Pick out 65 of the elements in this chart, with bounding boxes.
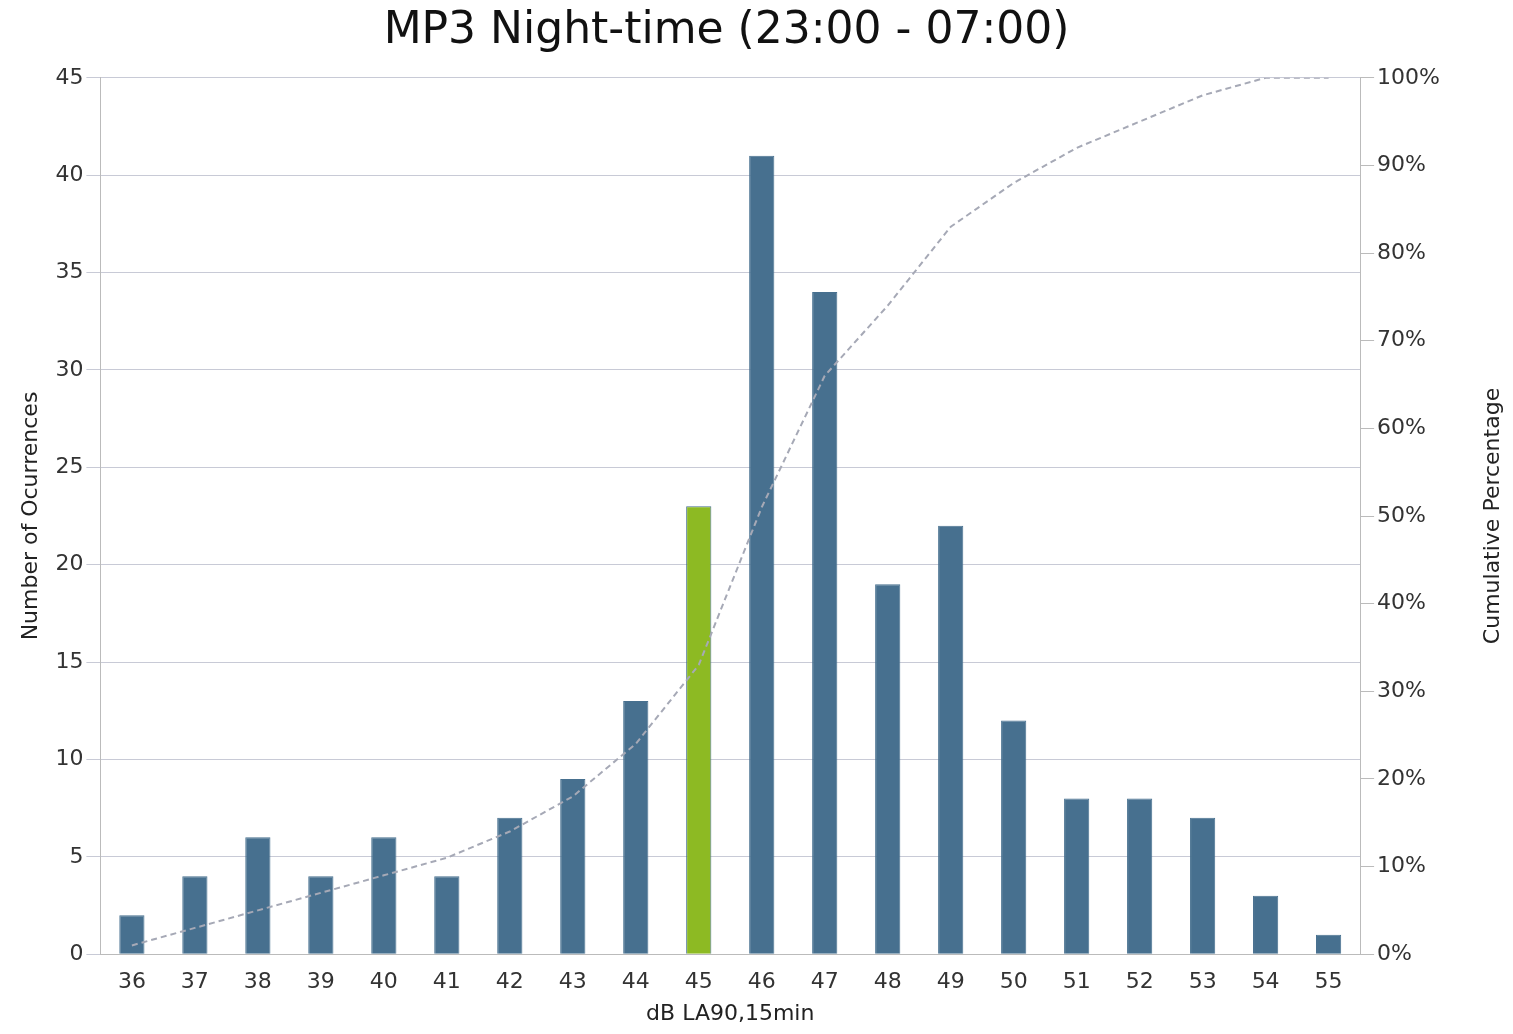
bar bbox=[371, 837, 397, 954]
x-tick-label: 52 bbox=[1125, 968, 1154, 994]
y2-tick-label: 60% bbox=[1377, 414, 1427, 440]
bar bbox=[1316, 934, 1342, 954]
y-tick-label: 25 bbox=[55, 453, 84, 479]
bar bbox=[245, 837, 271, 954]
x-tick-label: 54 bbox=[1251, 968, 1280, 994]
x-tick-label: 40 bbox=[369, 968, 398, 994]
x-tick-label: 48 bbox=[873, 968, 902, 994]
y2-tick-label: 50% bbox=[1377, 501, 1427, 527]
y-tick-label: 5 bbox=[69, 842, 84, 868]
y2-tick-label: 10% bbox=[1377, 852, 1427, 878]
x-tick-label: 43 bbox=[558, 968, 587, 994]
y-tick-label: 45 bbox=[55, 63, 84, 89]
x-tick-label: 36 bbox=[117, 968, 146, 994]
x-tick-label: 37 bbox=[180, 968, 209, 994]
x-tick-label: 49 bbox=[936, 968, 965, 994]
bar bbox=[1190, 817, 1216, 954]
chart-title: MP3 Night-time (23:00 - 07:00) bbox=[383, 1, 1070, 53]
y-tick-label: 15 bbox=[55, 647, 84, 673]
y2-tick-label: 100% bbox=[1377, 63, 1441, 89]
bar bbox=[1001, 720, 1027, 954]
x-tick-label: 38 bbox=[243, 968, 272, 994]
x-tick-label: 39 bbox=[306, 968, 335, 994]
y-tick-label: 40 bbox=[55, 160, 84, 186]
y2-tick-label: 70% bbox=[1377, 326, 1427, 352]
y-tick-label: 20 bbox=[55, 550, 84, 576]
x-tick-label: 50 bbox=[999, 968, 1028, 994]
line-series bbox=[130, 77, 1330, 947]
y2-tick-label: 30% bbox=[1377, 677, 1427, 702]
bar bbox=[1127, 798, 1153, 954]
x-tick-label: 45 bbox=[684, 968, 713, 994]
bar bbox=[938, 525, 964, 954]
y2-tick-label: 80% bbox=[1377, 238, 1427, 264]
y-axis-title: Number of Ocurrences bbox=[16, 391, 42, 641]
bar bbox=[182, 876, 208, 954]
bar bbox=[1253, 895, 1279, 954]
x-tick-label: 47 bbox=[810, 968, 839, 994]
x-tick-label: 42 bbox=[495, 968, 524, 994]
x-tick-label: 51 bbox=[1062, 968, 1091, 994]
y-tick-label: 30 bbox=[55, 355, 84, 381]
y2-tick-label: 90% bbox=[1377, 151, 1427, 177]
x-tick-label: 46 bbox=[747, 968, 776, 994]
x-tick-label: 41 bbox=[432, 968, 461, 994]
bar bbox=[1064, 798, 1090, 954]
bar bbox=[497, 817, 523, 954]
x-tick-label: 53 bbox=[1188, 968, 1217, 994]
bar bbox=[119, 915, 145, 954]
y2-tick-label: 0% bbox=[1377, 939, 1413, 965]
x-axis-title: dB LA90,15min bbox=[646, 999, 815, 1025]
y2-tick-label: 20% bbox=[1377, 764, 1427, 790]
bar bbox=[812, 292, 838, 954]
x-tick-label: 44 bbox=[621, 968, 650, 994]
bar bbox=[434, 876, 460, 954]
bar bbox=[875, 584, 901, 954]
bar bbox=[623, 701, 649, 954]
y-tick-label: 0 bbox=[69, 939, 84, 965]
y2-axis-title: Cumulative Percentage bbox=[1478, 387, 1504, 645]
bar bbox=[308, 876, 334, 954]
bar bbox=[749, 155, 775, 954]
y-tick-label: 35 bbox=[55, 258, 84, 284]
y2-tick-label: 40% bbox=[1377, 589, 1427, 615]
y-tick-label: 10 bbox=[55, 745, 84, 771]
bar bbox=[560, 778, 586, 954]
x-tick-label: 55 bbox=[1314, 968, 1343, 994]
